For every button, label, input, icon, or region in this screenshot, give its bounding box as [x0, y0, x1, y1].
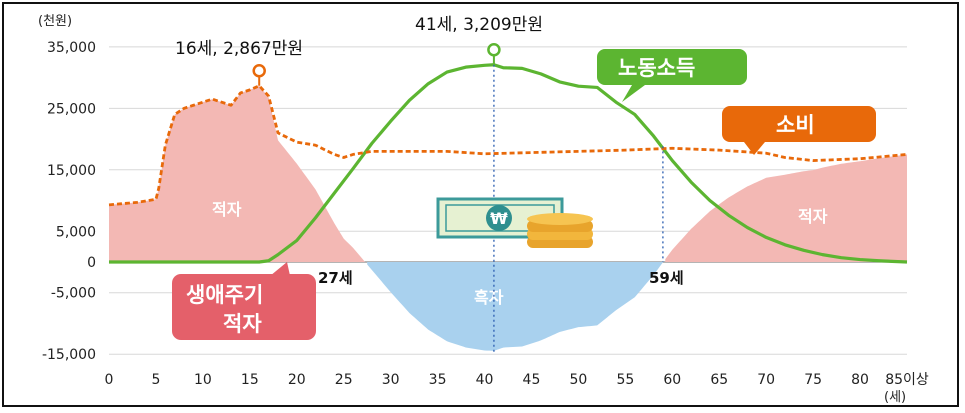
x-tick-label: 0 [105, 372, 114, 388]
income-badge: 노동소득 [597, 49, 747, 102]
consumption-line [108, 84, 908, 207]
x-tick-label: 55 [616, 372, 634, 388]
x-tick-label: 80 [851, 372, 869, 388]
consumption-peak-label: 16세, 2,867만원 [175, 39, 303, 59]
y-tick-label: -5,000 [51, 286, 96, 302]
x-tick-label: 45 [523, 372, 541, 388]
consumption-badge: 소비 [722, 106, 876, 155]
x-tick-label: 5 [151, 372, 160, 388]
y-tick-label: 35,000 [47, 40, 96, 56]
y-tick-label: 25,000 [47, 101, 96, 117]
x-tick-label: 15 [241, 372, 259, 388]
x-tick-label: 35 [429, 372, 447, 388]
income-badge-label: 노동소득 [618, 56, 695, 80]
y-tick-label: 15,000 [47, 163, 96, 179]
coin-top [527, 213, 593, 225]
consumption-peak-marker [252, 64, 266, 78]
x-tick-label: 20 [288, 372, 306, 388]
surplus-area [367, 262, 663, 351]
won-coin-mark [486, 205, 512, 231]
deficit-old-label: 적자 [798, 207, 828, 226]
y-unit-label: (천원) [38, 14, 72, 29]
x-tick-label: 30 [382, 372, 400, 388]
income-peak-label: 41세, 3,209만원 [415, 15, 543, 35]
tick-layer: 35,000 25,000 15,000 5,000 0 -5,000 -15,000 0 5 1… [42, 40, 929, 388]
line-layer [108, 63, 908, 264]
coin-stack-icon [527, 213, 593, 248]
income-badge-pointer [622, 85, 645, 102]
x-tick-label: 85이상 [885, 372, 929, 388]
fill-layer [109, 85, 907, 351]
won-sign: ₩ [490, 209, 508, 228]
x-tick-label: 60 [663, 372, 681, 388]
x-tick-label: 10 [194, 372, 212, 388]
x-tick-label: 25 [335, 372, 353, 388]
deficit-area [109, 85, 365, 263]
surplus-start-age-label: 27세 [318, 269, 353, 287]
consumption-badge-label: 소비 [776, 113, 815, 137]
income-line [109, 63, 908, 264]
y-tick-label: 0 [87, 255, 96, 271]
consumption-badge-pointer [744, 142, 765, 155]
y-tick-label: -15,000 [42, 347, 96, 363]
deficit-young-label: 적자 [212, 200, 242, 219]
x-tick-label: 70 [757, 372, 775, 388]
income-peak-marker [487, 42, 501, 57]
consumption-badge-bg [722, 106, 876, 142]
lifecycle-badge-bg [172, 274, 316, 340]
lifecycle-badge-line1: 생애주기 [186, 283, 263, 307]
surplus-label: 흑자 [474, 288, 504, 307]
income-badge-bg [597, 49, 747, 85]
x-tick-label: 40 [476, 372, 494, 388]
x-tick-label: 50 [569, 372, 587, 388]
x-tick-label: 75 [804, 372, 822, 388]
peak-markers [252, 42, 664, 355]
y-tick-label: 5,000 [56, 224, 96, 240]
x-tick-label: 65 [710, 372, 728, 388]
x-unit-label: (세) [884, 390, 906, 405]
deficit-area [665, 154, 907, 262]
lifecycle-badge-line2: 적자 [223, 312, 262, 336]
lifecycle-deficit-badge: 생애주기 적자 [172, 262, 316, 340]
surplus-end-age-label: 59세 [649, 269, 684, 287]
